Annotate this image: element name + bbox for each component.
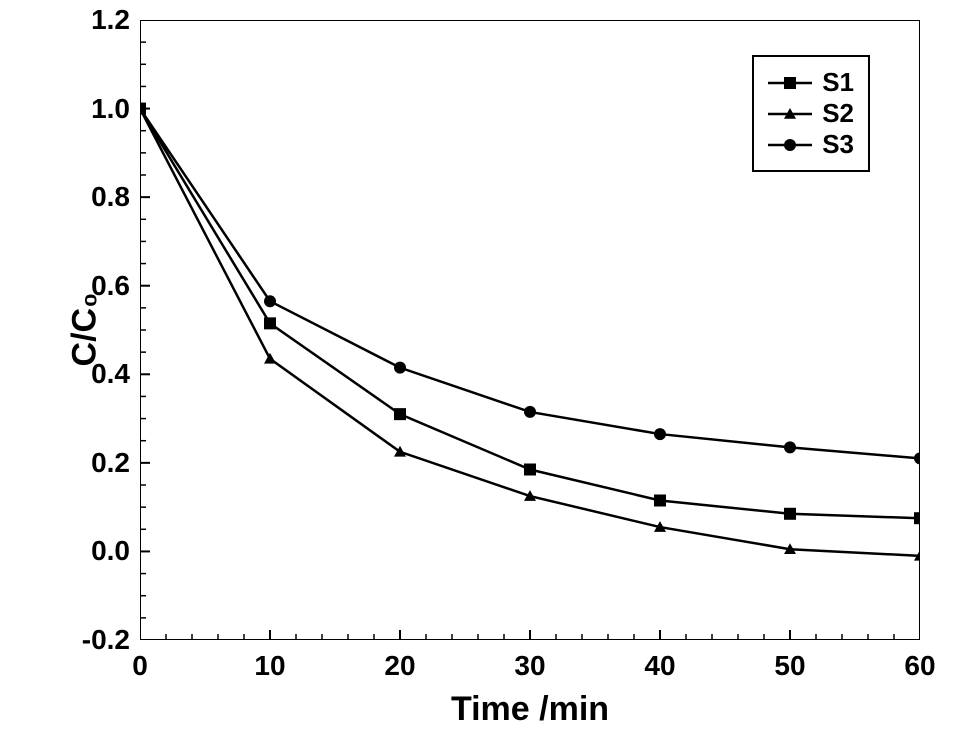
data-point: [394, 408, 406, 420]
data-point: [914, 452, 920, 464]
legend: S1S2S3: [752, 55, 870, 172]
figure-container: C/C₀ Time /min S1S2S3 0102030405060-0.20…: [0, 0, 963, 754]
x-tick-label: 30: [514, 650, 545, 682]
legend-label: S2: [822, 98, 854, 129]
y-tick-label: 0.8: [80, 181, 130, 213]
y-tick-label: 0.4: [80, 358, 130, 390]
data-point: [524, 406, 536, 418]
x-tick-label: 20: [384, 650, 415, 682]
y-tick-label: 1.0: [80, 93, 130, 125]
legend-item: S3: [768, 129, 854, 160]
data-point: [654, 428, 666, 440]
x-tick-label: 10: [254, 650, 285, 682]
y-tick-label: 1.2: [80, 4, 130, 36]
x-tick-label: 50: [774, 650, 805, 682]
legend-item: S1: [768, 67, 854, 98]
data-point: [914, 512, 920, 524]
data-point: [524, 464, 536, 476]
data-point: [394, 362, 406, 374]
data-point: [654, 495, 666, 507]
x-tick-label: 40: [644, 650, 675, 682]
legend-marker-circle-icon: [768, 135, 812, 155]
legend-item: S2: [768, 98, 854, 129]
y-tick-label: 0.2: [80, 447, 130, 479]
x-tick-label: 60: [904, 650, 935, 682]
data-point: [264, 353, 276, 364]
legend-marker-triangle-icon: [768, 104, 812, 124]
data-point: [784, 441, 796, 453]
legend-label: S1: [822, 67, 854, 98]
data-point: [264, 295, 276, 307]
y-tick-label: 0.6: [80, 270, 130, 302]
y-tick-label: 0.0: [80, 535, 130, 567]
x-axis-label: Time /min: [430, 690, 630, 729]
legend-marker-square-icon: [768, 73, 812, 93]
y-tick-label: -0.2: [80, 624, 130, 656]
x-tick-label: 0: [132, 650, 148, 682]
legend-label: S3: [822, 129, 854, 160]
data-point: [264, 317, 276, 329]
data-point: [784, 508, 796, 520]
